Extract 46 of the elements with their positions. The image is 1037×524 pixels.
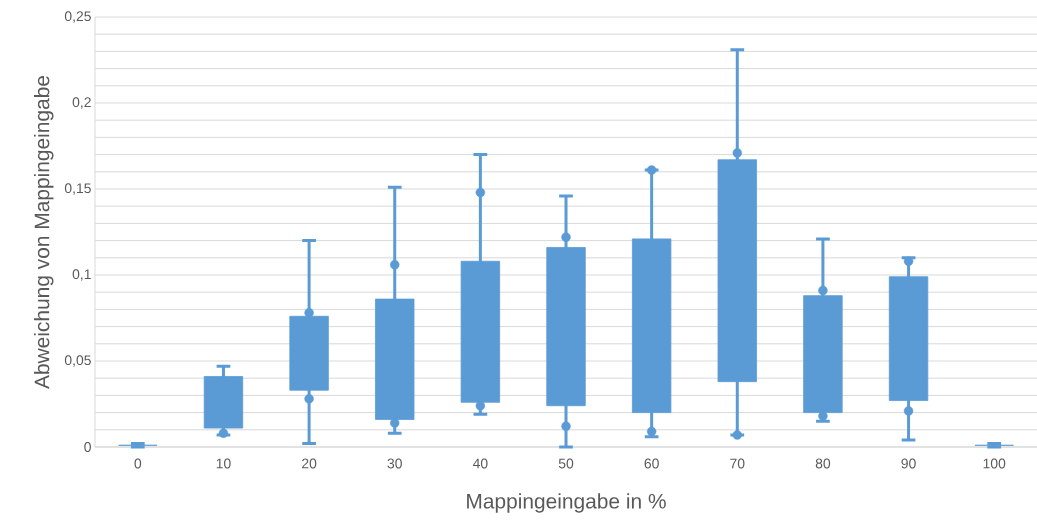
point	[818, 285, 828, 296]
x-tick-label: 60	[644, 458, 659, 469]
y-tick-label: 0,2	[72, 97, 91, 109]
point	[903, 406, 914, 416]
candlestick	[803, 237, 843, 423]
x-tick-label: 40	[472, 458, 488, 469]
x-tick-label: 100	[983, 458, 1006, 469]
point	[561, 421, 571, 432]
point	[732, 148, 742, 158]
y-tick-label: 0	[84, 442, 91, 452]
y-tick-label: 0,15	[64, 183, 91, 195]
point	[818, 411, 828, 421]
candlestick	[631, 168, 672, 439]
point	[646, 165, 657, 175]
y-tick-label: 0,05	[64, 355, 91, 367]
x-tick-label: 30	[387, 458, 402, 469]
candlestick	[375, 185, 415, 435]
point	[732, 430, 742, 440]
x-tick-label: 70	[730, 458, 745, 469]
point	[304, 308, 314, 318]
candlestick	[888, 256, 929, 442]
y-tick-label: 0,1	[72, 269, 91, 281]
x-axis-title: Mappingeingabe in %	[467, 493, 666, 513]
point	[390, 259, 400, 270]
point	[561, 232, 571, 242]
candlestick	[118, 442, 158, 449]
candlestick	[974, 442, 1014, 449]
x-tick-label: 90	[901, 458, 916, 469]
candlestick	[717, 48, 757, 437]
x-tick-label: 20	[302, 458, 317, 469]
point	[218, 428, 229, 438]
x-tick-label: 0	[134, 458, 142, 469]
candlestick	[289, 239, 329, 446]
candlestick	[546, 194, 586, 449]
x-tick-label: 50	[558, 458, 574, 469]
point	[646, 426, 657, 437]
point	[903, 256, 914, 266]
point	[390, 418, 400, 428]
y-axis-title: Abweichung von Mappingeingabe	[34, 75, 54, 389]
point	[304, 394, 314, 404]
x-tick-label: 80	[815, 458, 831, 469]
x-tick-label: 10	[216, 458, 231, 469]
point	[475, 401, 486, 411]
candlestick	[460, 153, 501, 416]
y-tick-label: 0,25	[64, 11, 91, 23]
point	[475, 187, 486, 198]
